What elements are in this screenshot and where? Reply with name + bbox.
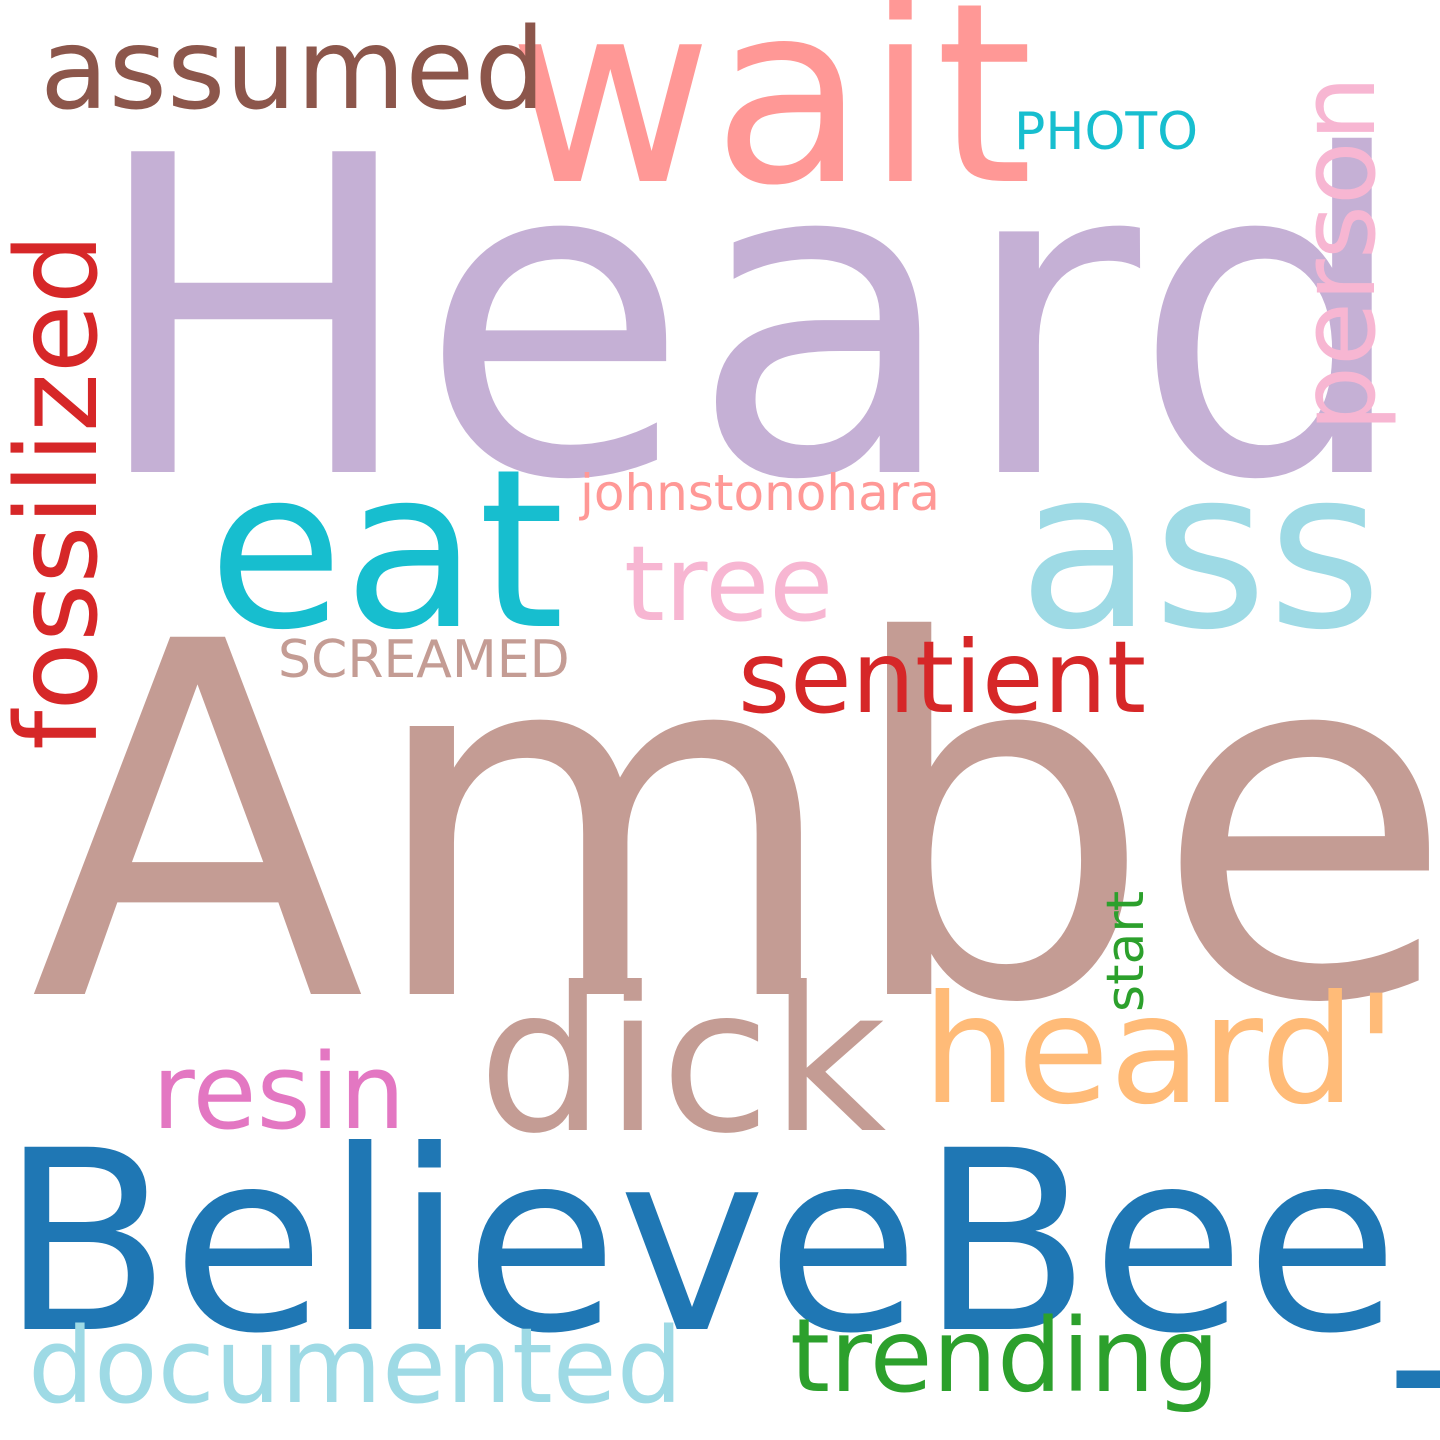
word-fossilized: fossilized xyxy=(0,233,123,750)
word-documented: documented xyxy=(28,1305,683,1427)
word-person: person xyxy=(1277,75,1399,432)
word-tree: tree xyxy=(624,523,834,645)
word-amber: Amber xyxy=(30,539,1440,1110)
word-heard: Heard xyxy=(88,64,1412,576)
word-photo: PHOTO xyxy=(1014,102,1199,162)
word-trending: trending xyxy=(790,1297,1220,1416)
word-dick: dick xyxy=(478,945,887,1178)
word-heard-quote: heard' xyxy=(922,964,1397,1138)
word-johnstonohara: johnstonohara xyxy=(580,464,940,522)
word-assumed: assumed xyxy=(40,5,546,135)
word-believebee: BelieveBee_ xyxy=(0,1097,1440,1388)
word-sentient: sentient xyxy=(738,619,1147,736)
word-screamed: SCREAMED xyxy=(278,630,570,690)
word-wait: wait xyxy=(508,0,1034,240)
word-resin: resin xyxy=(152,1031,406,1153)
word-eat: eat xyxy=(208,422,565,678)
word-ass: ass xyxy=(1018,422,1383,678)
word-start: start xyxy=(1096,890,1156,1012)
